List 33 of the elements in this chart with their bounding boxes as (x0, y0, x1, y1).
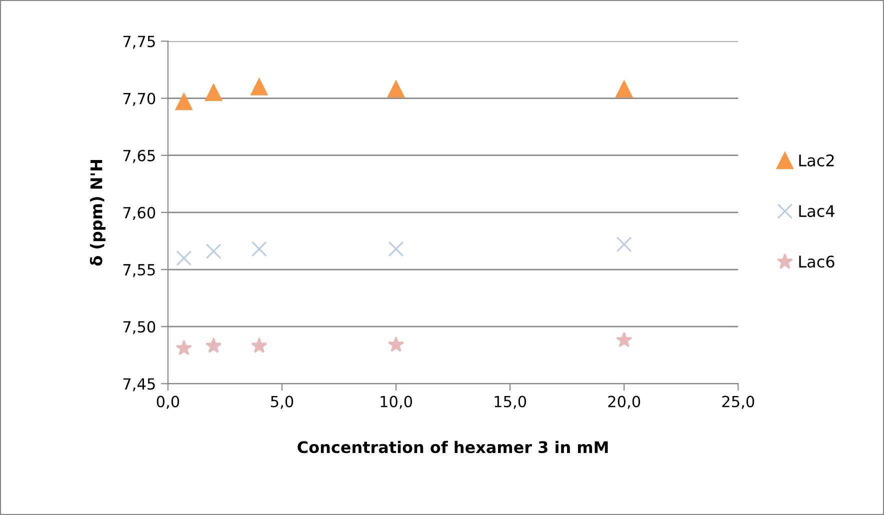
legend-label: Lac6 (799, 256, 834, 268)
y-tick-label: 7,45 (123, 378, 155, 392)
point (176, 340, 192, 356)
point (616, 332, 632, 348)
x-tick-label: 25,0 (722, 396, 754, 409)
point (176, 250, 192, 266)
y-tick-label: 7,50 (123, 321, 156, 334)
point (388, 80, 405, 98)
y-axis-title: δ (ppm) N'H (90, 160, 106, 266)
y-tick-label: 7,55 (123, 264, 155, 278)
point (205, 84, 222, 102)
x-tick-label: 0,0 (156, 396, 180, 409)
legend-label: Lac4 (799, 205, 834, 218)
x-tick-label: 10,0 (380, 396, 412, 409)
x-tick-label: 15,0 (494, 396, 526, 409)
point (388, 241, 404, 257)
point (205, 338, 222, 354)
point (250, 78, 268, 96)
point (175, 93, 192, 110)
x-tick-label: 20,0 (608, 396, 640, 409)
point (251, 338, 268, 354)
point (616, 236, 632, 252)
y-tick-label: 7,70 (123, 92, 156, 106)
y-tick-label: 7,75 (123, 36, 155, 49)
y-tick-label: 7,65 (123, 150, 155, 163)
x-tick-label: 5,0 (271, 396, 294, 409)
point (251, 241, 267, 257)
legend-label: Lac2 (799, 154, 834, 166)
y-tick-label: 7,60 (123, 206, 156, 220)
point (616, 80, 633, 98)
point (388, 336, 404, 352)
point (206, 243, 222, 260)
x-axis-title: Concentration of hexamer 3 in mM (298, 440, 608, 454)
